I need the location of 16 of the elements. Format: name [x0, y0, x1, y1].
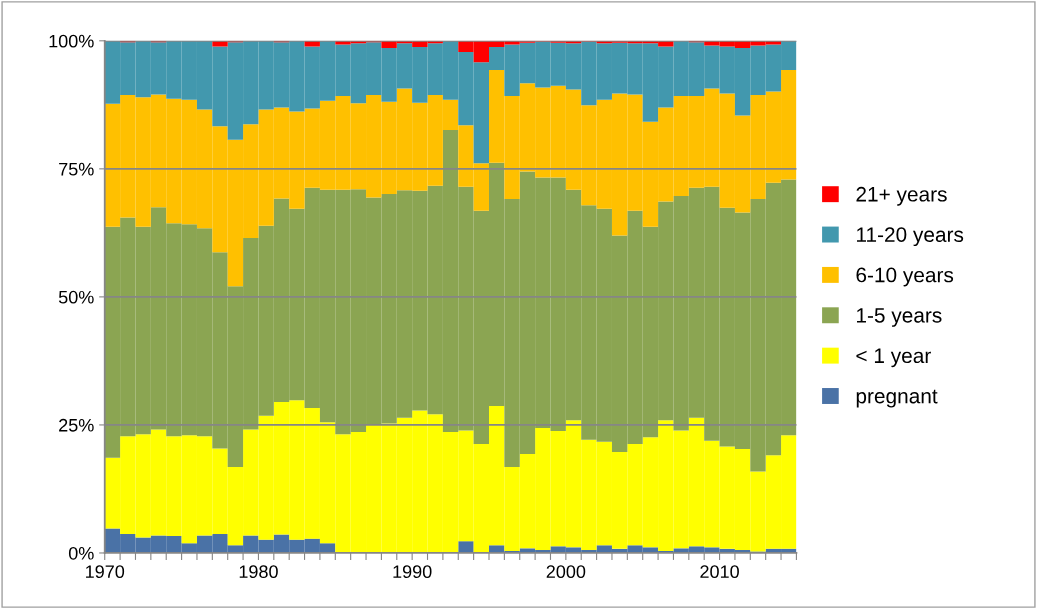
- y-tick-label: 0%: [68, 546, 94, 560]
- x-tick-label: 1980: [239, 565, 278, 579]
- y-tick-label: 50%: [58, 290, 94, 304]
- legend-label: 6-10 years: [856, 267, 954, 287]
- y-tick-label: 75%: [59, 162, 94, 176]
- legend-label: < 1 year: [856, 348, 931, 368]
- x-tick-label: 2000: [546, 565, 586, 579]
- y-tick-label: 100%: [49, 34, 94, 48]
- legend-label: 11-20 years: [857, 227, 964, 247]
- y-tick-label: 25%: [59, 418, 94, 432]
- x-tick-label: 1990: [393, 565, 432, 579]
- x-tick-label: 1970: [86, 565, 125, 579]
- legend-label: pregnant: [856, 389, 938, 408]
- legend-label: 21+ years: [856, 186, 947, 206]
- x-tick-label: 2010: [700, 565, 739, 579]
- legend-label: 1-5 years: [857, 308, 942, 327]
